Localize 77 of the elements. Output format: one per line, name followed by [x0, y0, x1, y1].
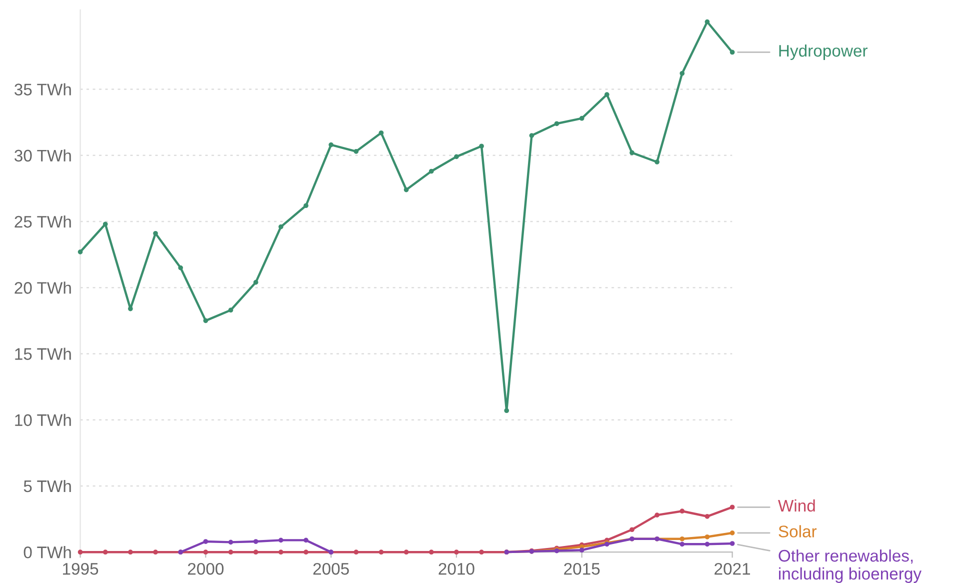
x-tick-label: 1995 — [63, 562, 98, 575]
point — [228, 540, 234, 545]
point — [228, 550, 234, 555]
text: Hydropower — [779, 44, 868, 60]
point — [128, 550, 133, 555]
x-tick-label: 2000 — [188, 562, 224, 575]
point — [378, 550, 384, 555]
y-tick-label: 25 TWh — [14, 215, 71, 228]
x-tick-label: 2010 — [438, 562, 474, 575]
point — [354, 148, 359, 154]
point — [730, 530, 735, 536]
point — [579, 116, 584, 121]
point — [680, 536, 685, 542]
point — [278, 224, 284, 230]
point — [730, 50, 735, 55]
point — [504, 408, 510, 414]
point — [153, 550, 158, 555]
y-tick-label: 10 TWh — [15, 414, 71, 426]
point — [203, 318, 208, 324]
point — [704, 534, 710, 540]
x-tick-label: 2021 — [714, 562, 750, 575]
point — [253, 550, 258, 555]
point — [704, 542, 710, 547]
text: Solar — [778, 525, 817, 538]
point — [654, 512, 660, 518]
text: Other renewables, including bioenergy — [778, 549, 922, 583]
point — [454, 154, 459, 160]
x-tick-label: 2015 — [564, 562, 600, 575]
point — [304, 203, 308, 208]
point — [604, 92, 610, 97]
point — [378, 130, 384, 136]
point — [203, 539, 208, 544]
point — [730, 504, 735, 510]
point — [454, 550, 459, 555]
point — [704, 514, 710, 519]
point — [153, 230, 158, 236]
point — [178, 265, 184, 270]
y-tick-label: 15 TWh — [15, 348, 71, 360]
point — [278, 550, 284, 555]
y-tick-label: 0 TWh — [24, 546, 71, 558]
y-tick-label: 5 TWh — [24, 480, 71, 492]
point — [404, 187, 409, 192]
point — [304, 538, 308, 543]
point — [102, 550, 108, 555]
point — [304, 550, 308, 555]
point — [102, 222, 108, 227]
point — [428, 550, 434, 555]
point — [203, 550, 208, 555]
point — [228, 308, 234, 313]
point — [554, 121, 560, 126]
point — [354, 550, 359, 555]
point — [404, 550, 409, 555]
point — [654, 160, 660, 164]
x-tick-label: 2005 — [313, 562, 349, 575]
point — [253, 539, 258, 544]
y-tick-label: 35 TWh — [14, 83, 71, 96]
point — [253, 280, 258, 285]
point — [630, 150, 634, 156]
point — [479, 550, 484, 555]
point — [579, 548, 584, 553]
point — [328, 142, 334, 148]
point — [704, 19, 710, 24]
y-tick-label: 30 TWh — [14, 149, 71, 162]
point — [479, 144, 484, 149]
point — [680, 508, 685, 514]
point — [78, 249, 83, 254]
point — [278, 538, 284, 543]
y-tick-label: 20 TWh — [14, 282, 71, 294]
point — [680, 70, 685, 76]
point — [630, 527, 634, 532]
point — [529, 133, 534, 138]
point — [680, 542, 685, 547]
point — [730, 541, 735, 546]
point — [128, 306, 133, 312]
text: Wind — [778, 499, 815, 512]
point — [78, 550, 83, 555]
point — [428, 168, 434, 174]
